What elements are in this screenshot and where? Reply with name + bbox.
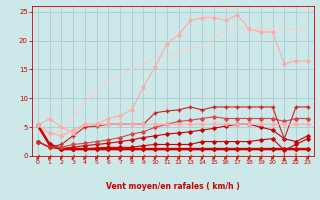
X-axis label: Vent moyen/en rafales ( km/h ): Vent moyen/en rafales ( km/h ): [106, 182, 240, 191]
